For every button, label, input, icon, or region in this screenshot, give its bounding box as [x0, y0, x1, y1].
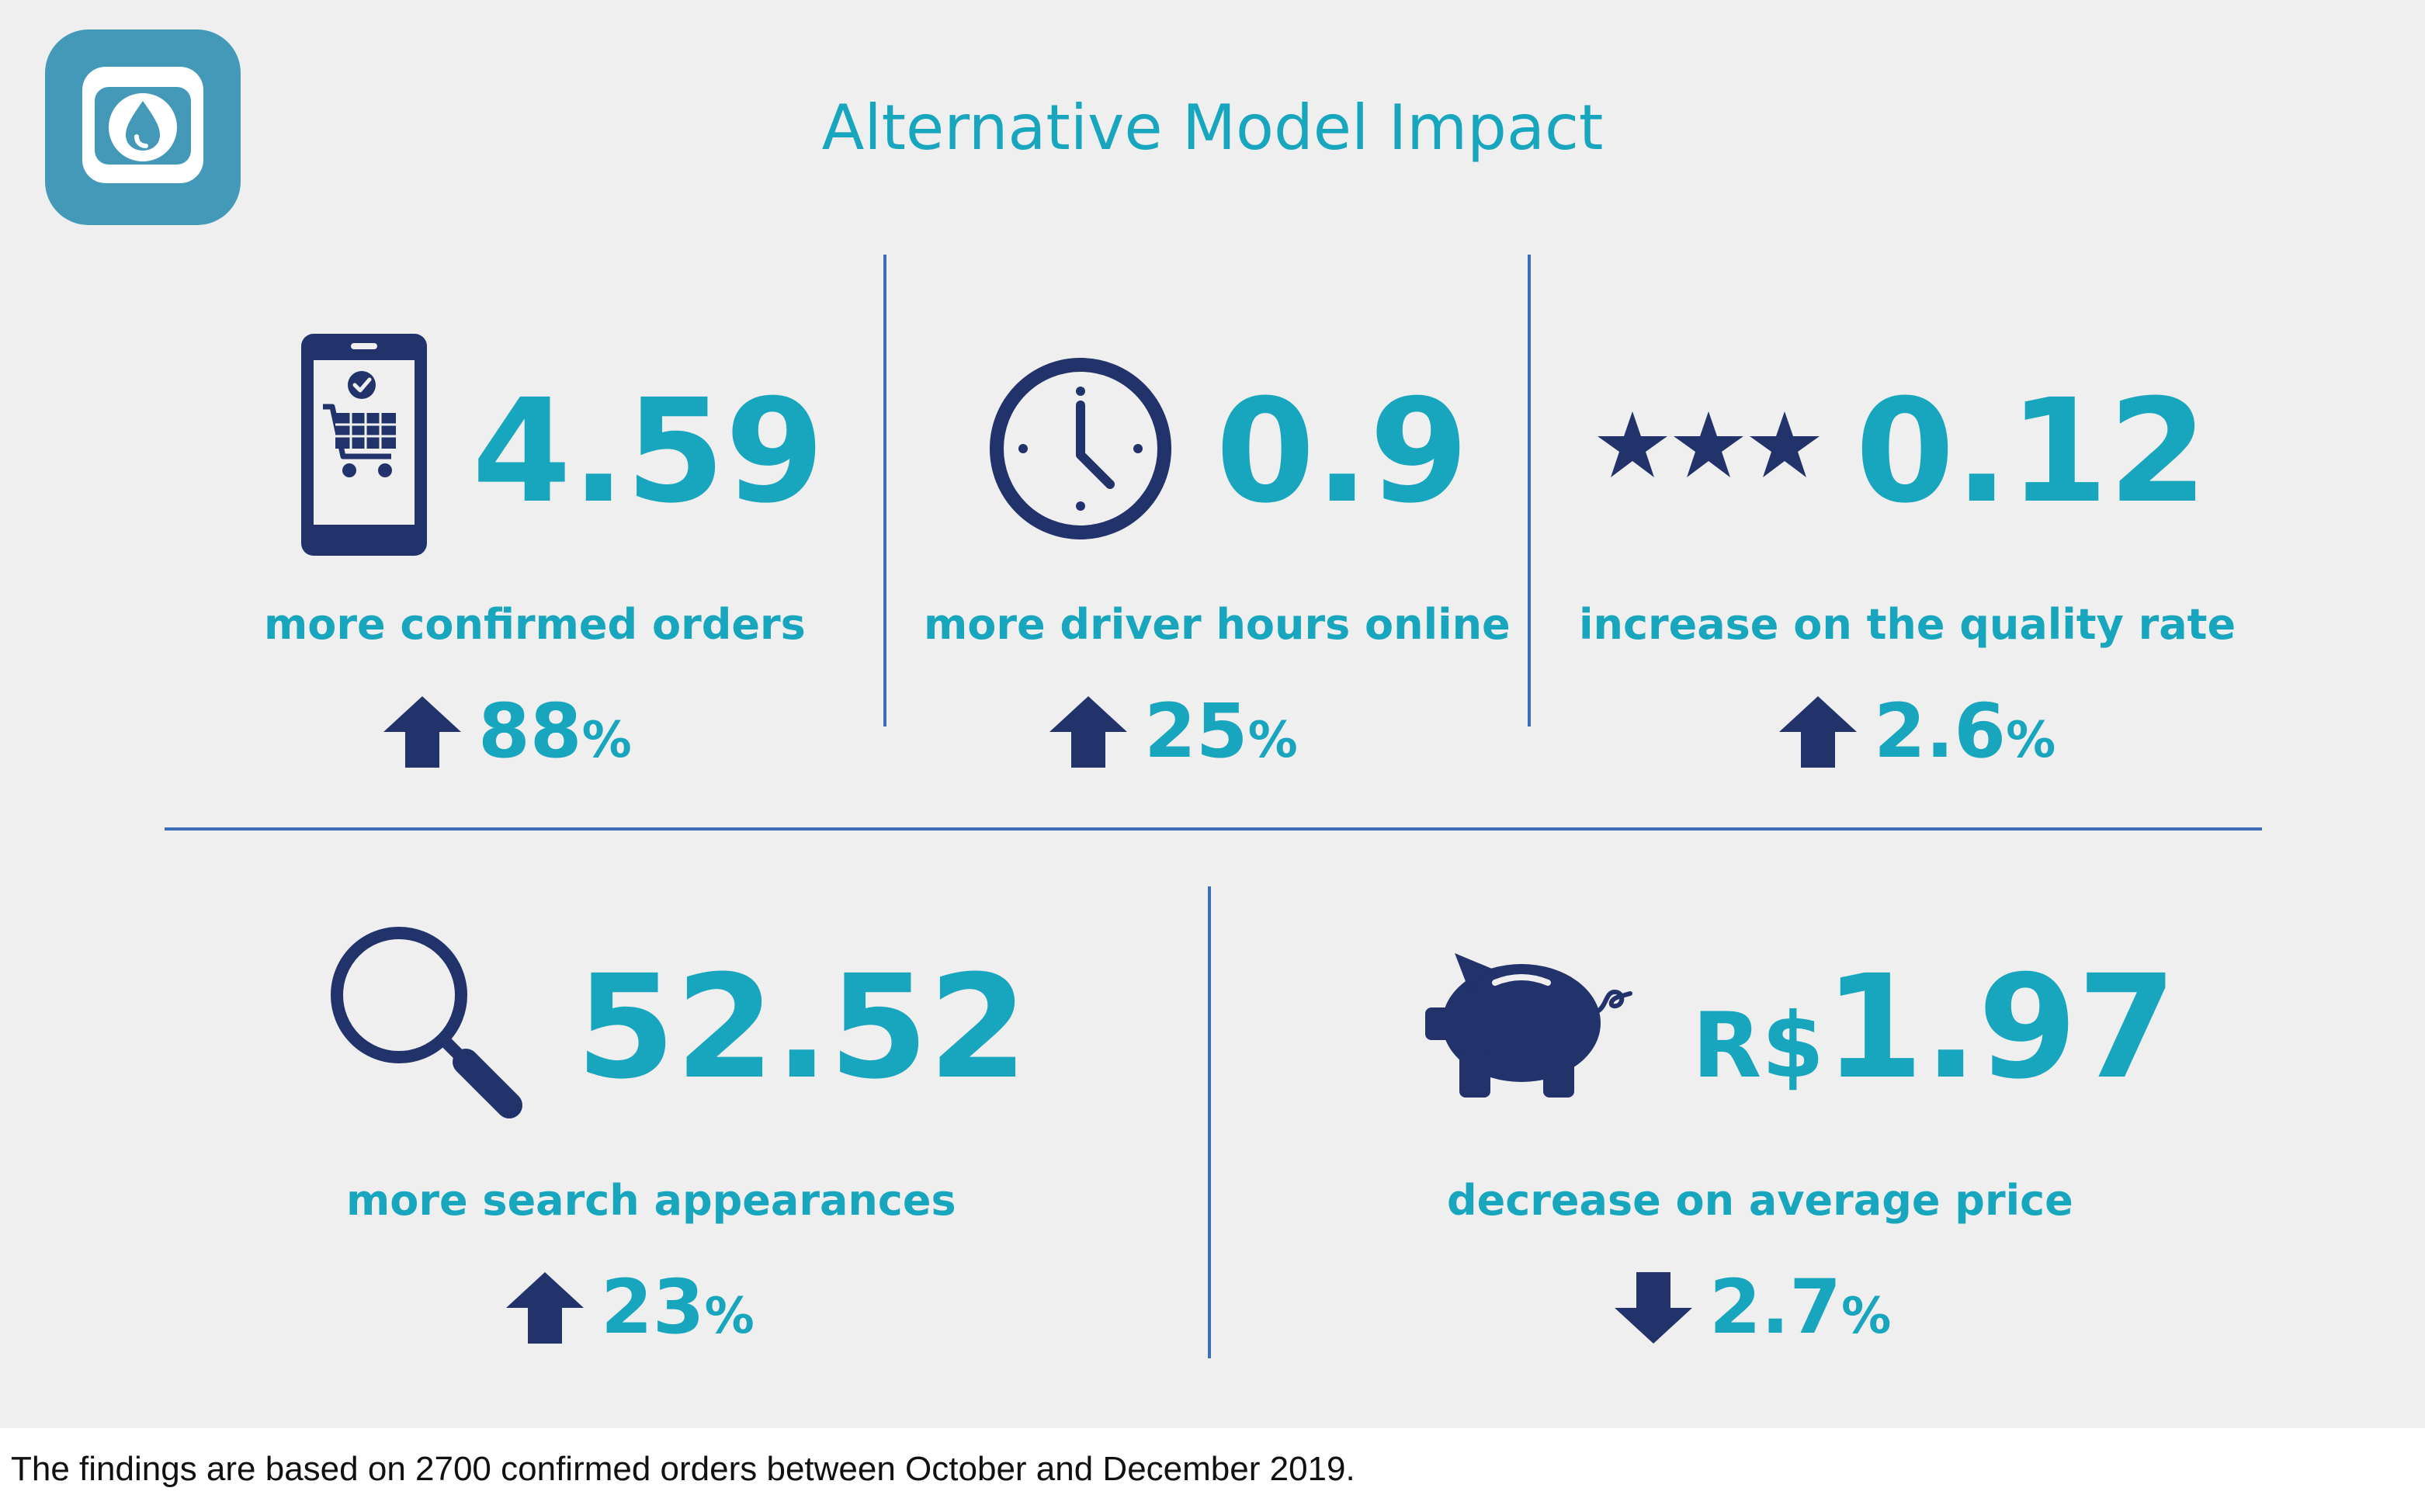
arrow-up-icon — [1049, 695, 1127, 768]
change-unit: % — [1247, 712, 1298, 769]
metric-change: 23% — [506, 1270, 755, 1345]
app-logo — [45, 29, 241, 225]
divider-vertical-3 — [1208, 886, 1211, 1358]
metric-label: more driver hours online — [924, 600, 1511, 649]
clock-icon — [987, 355, 1174, 546]
footnote: The findings are based on 2700 confirmed… — [11, 1450, 1355, 1488]
change-unit: % — [704, 1288, 755, 1345]
page-title: Alternative Model Impact — [821, 92, 1604, 164]
change-unit: % — [1841, 1288, 1892, 1345]
change-value: 25 — [1144, 688, 1248, 775]
change-value: 2.7 — [1709, 1264, 1842, 1351]
metric-label: increase on the quality rate — [1579, 600, 2236, 649]
metric-change: 88% — [383, 694, 632, 769]
magnifier-icon — [326, 922, 528, 1128]
metric-label: more confirmed orders — [264, 600, 806, 649]
metric-change: 2.7% — [1615, 1270, 1891, 1345]
metric-value: 1.97 — [1824, 945, 2177, 1111]
change-value: 23 — [601, 1264, 705, 1351]
divider-horizontal — [165, 827, 2262, 831]
piggy-bank-icon — [1421, 938, 1638, 1105]
metric-label: more search appearances — [346, 1176, 956, 1225]
phone-cart-icon — [300, 332, 428, 561]
metric-value: 4.59 — [472, 369, 824, 535]
change-unit: % — [581, 712, 632, 769]
metric-change: 2.6% — [1779, 694, 2056, 769]
metric-value-with-currency: R$1.97 — [1692, 956, 2177, 1099]
change-unit: % — [2006, 712, 2056, 769]
metric-value: 52.52 — [576, 945, 1029, 1111]
change-value: 88 — [478, 688, 582, 775]
three-stars-icon — [1596, 410, 1821, 491]
arrow-up-icon — [1779, 695, 1857, 768]
metric-label: decrease on average price — [1447, 1176, 2073, 1225]
divider-vertical-1 — [883, 255, 886, 727]
arrow-down-icon — [1615, 1271, 1692, 1344]
metric-value: 0.12 — [1855, 369, 2208, 535]
change-value: 2.6 — [1874, 688, 2007, 775]
divider-vertical-2 — [1528, 255, 1531, 727]
metric-change: 25% — [1049, 694, 1298, 769]
arrow-up-icon — [506, 1271, 584, 1344]
arrow-up-icon — [383, 695, 461, 768]
currency-symbol: R$ — [1692, 994, 1825, 1098]
metric-value: 0.9 — [1216, 369, 1469, 535]
